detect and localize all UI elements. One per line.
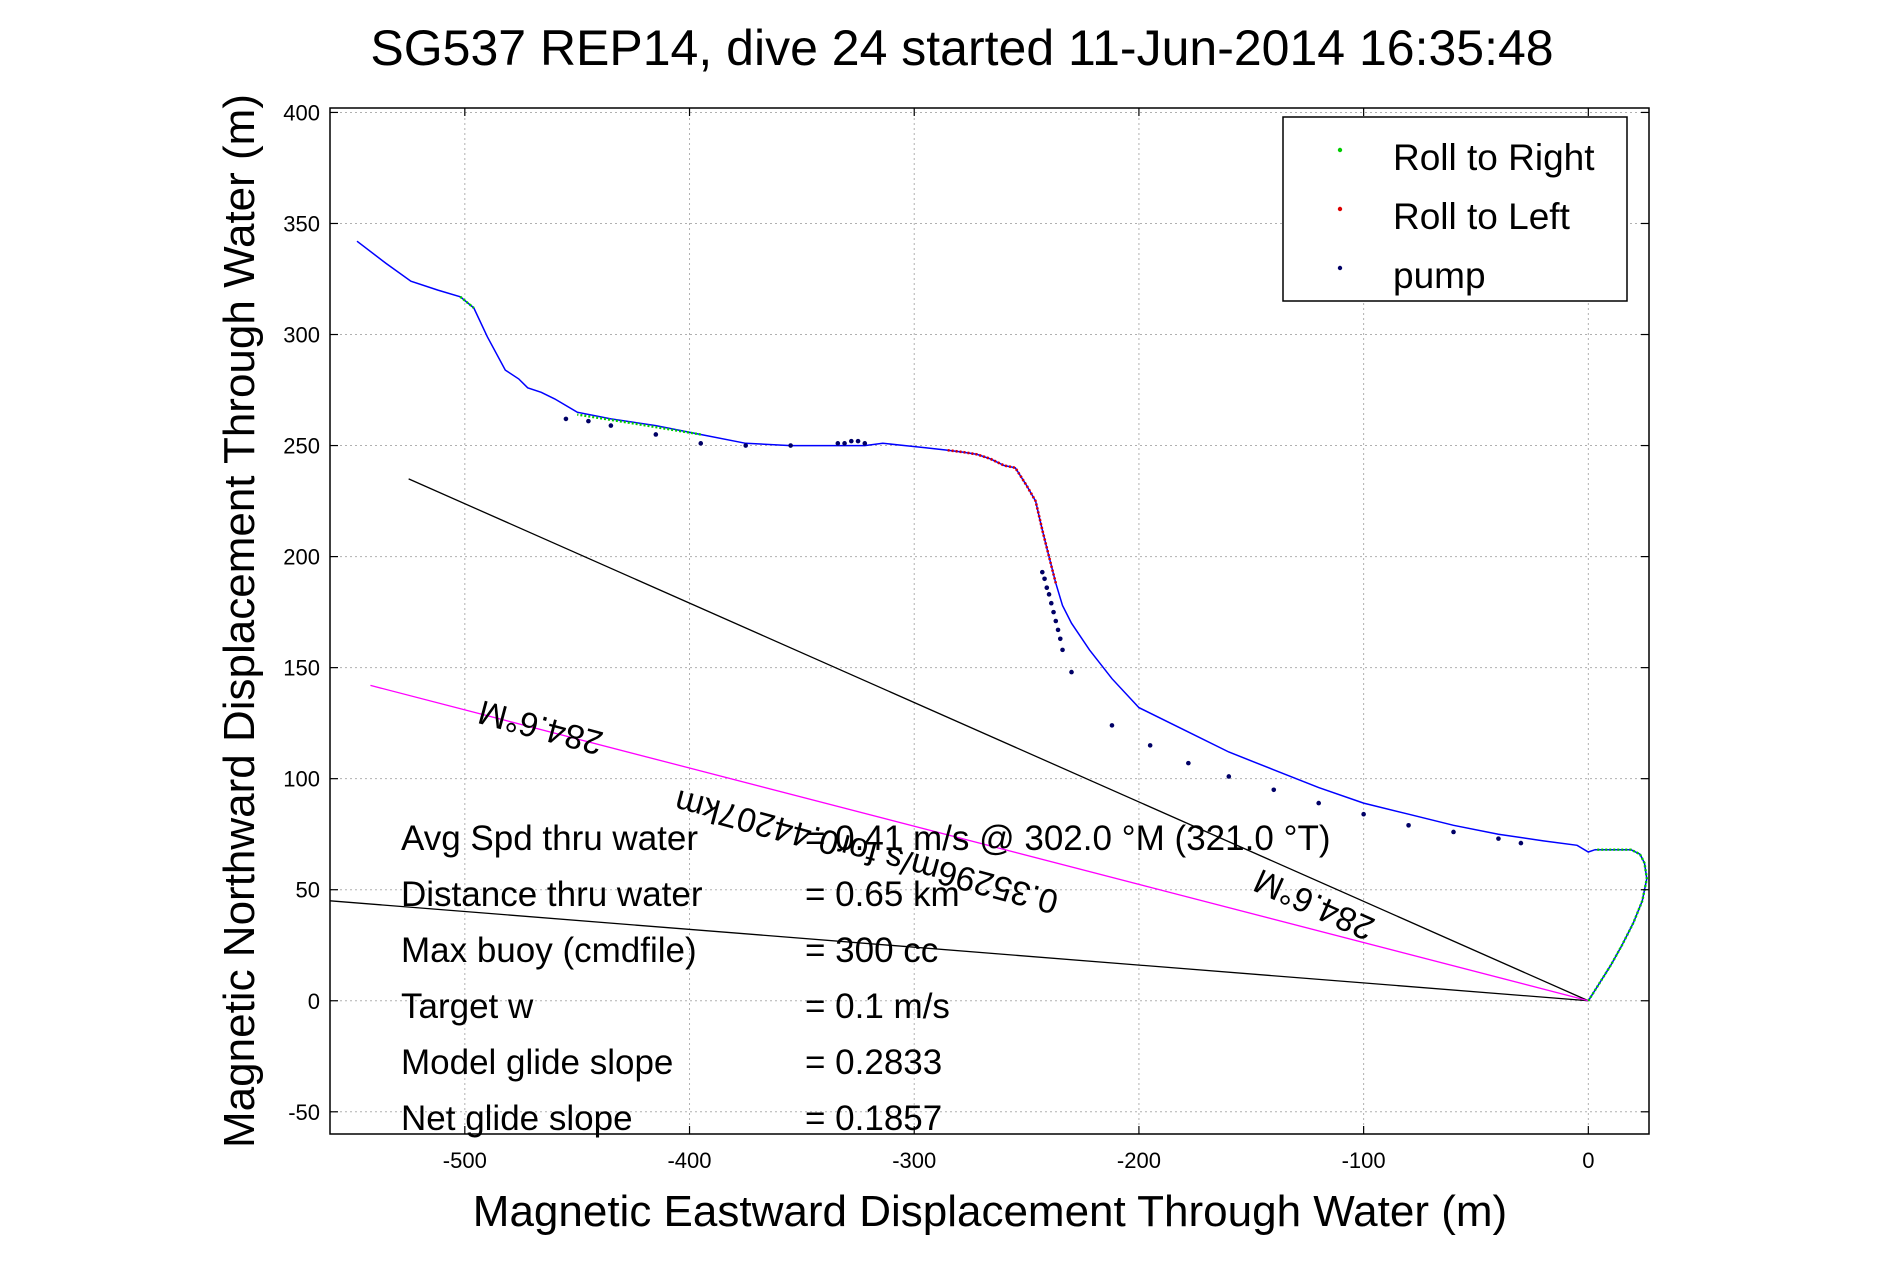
legend-marker-roll-left bbox=[1337, 206, 1343, 212]
y-axis-label: Magnetic Northward Displacement Through … bbox=[215, 94, 264, 1148]
pump-point bbox=[1496, 836, 1501, 841]
pump-point bbox=[586, 418, 591, 424]
pump-point bbox=[1040, 569, 1045, 575]
stat-label: Distance thru water bbox=[401, 875, 703, 914]
pump-point bbox=[653, 432, 659, 437]
y-tick-label: -50 bbox=[288, 1100, 320, 1125]
x-tick-label: -200 bbox=[1117, 1148, 1161, 1173]
x-tick-label: -100 bbox=[1342, 1148, 1386, 1173]
pump-point bbox=[698, 441, 704, 446]
pump-point bbox=[1406, 823, 1411, 828]
stat-value: = 0.1 m/s bbox=[805, 987, 950, 1026]
x-tick-label: 0 bbox=[1582, 1148, 1594, 1173]
y-tick-label: 50 bbox=[296, 878, 320, 903]
y-tick-label: 150 bbox=[283, 656, 320, 681]
y-tick-label: 100 bbox=[283, 767, 320, 792]
x-axis-ticks: -500 -400 -300 -200 -100 0 bbox=[443, 108, 1594, 1173]
pump-point bbox=[1046, 592, 1052, 597]
pump-point bbox=[1147, 743, 1153, 748]
pump-point bbox=[563, 416, 569, 422]
stat-label: Target w bbox=[401, 987, 534, 1026]
pump-point bbox=[1069, 669, 1074, 675]
pump-point bbox=[1053, 618, 1059, 624]
pump-point bbox=[849, 438, 854, 444]
roll-right-segment bbox=[1587, 848, 1649, 1002]
pump-point bbox=[862, 441, 868, 446]
pump-point bbox=[842, 441, 847, 446]
stat-label: Model glide slope bbox=[401, 1043, 673, 1082]
black-reference-line bbox=[329, 900, 1589, 1002]
stat-value: = 300 cc bbox=[805, 931, 938, 970]
roll-left-segment bbox=[945, 448, 1058, 584]
chart-title: SG537 REP14, dive 24 started 11-Jun-2014… bbox=[370, 20, 1553, 76]
y-tick-label: 200 bbox=[283, 545, 320, 570]
legend-marker-pump bbox=[1337, 265, 1343, 271]
pump-point bbox=[1271, 787, 1277, 793]
y-tick-label: 400 bbox=[283, 100, 320, 125]
reference-lines bbox=[329, 478, 1589, 1002]
pump-point bbox=[1186, 760, 1191, 766]
stat-value: = 0.65 km bbox=[805, 875, 960, 914]
roll-right-segment bbox=[459, 295, 475, 309]
stat-value: = 0.2833 bbox=[805, 1043, 942, 1082]
stat-label: Net glide slope bbox=[401, 1099, 633, 1138]
pump-point bbox=[788, 443, 793, 448]
pump-point bbox=[1226, 774, 1232, 779]
y-tick-label: 250 bbox=[283, 434, 320, 459]
magenta-reference-line bbox=[370, 684, 1589, 1002]
legend-label-roll-left: Roll to Left bbox=[1393, 196, 1571, 237]
pump-point bbox=[1361, 811, 1366, 817]
pump-point bbox=[1057, 636, 1063, 642]
pump-point bbox=[1109, 723, 1115, 728]
legend-label-roll-right: Roll to Right bbox=[1393, 137, 1595, 178]
legend-marker-roll-right bbox=[1337, 147, 1343, 153]
dive-stats: Avg Spd thru water = 0.41 m/s @ 302.0 °M … bbox=[401, 819, 1331, 1138]
pump-point bbox=[1048, 600, 1054, 606]
marker-layer bbox=[563, 416, 1524, 846]
roll-right-segment bbox=[577, 413, 701, 436]
pump-point bbox=[855, 438, 861, 444]
stat-label: Avg Spd thru water bbox=[401, 819, 698, 858]
pump-point bbox=[1518, 840, 1524, 846]
y-tick-label: 300 bbox=[283, 323, 320, 348]
pump-point bbox=[1316, 800, 1321, 806]
pump-point bbox=[608, 423, 614, 428]
pump-point bbox=[1451, 829, 1456, 835]
pump-point bbox=[1055, 627, 1061, 633]
stat-label: Max buoy (cmdfile) bbox=[401, 931, 697, 970]
pump-point bbox=[1051, 609, 1056, 615]
stat-value: = 0.1857 bbox=[805, 1099, 942, 1138]
x-tick-label: -500 bbox=[443, 1148, 487, 1173]
y-tick-label: 0 bbox=[308, 989, 320, 1014]
y-tick-label: 350 bbox=[283, 211, 320, 236]
legend-label-pump: pump bbox=[1393, 255, 1486, 296]
stat-value: = 0.41 m/s @ 302.0 °M (321.0 °T) bbox=[805, 819, 1331, 858]
pump-point bbox=[743, 443, 748, 448]
track-layer bbox=[356, 240, 1649, 1002]
pump-point bbox=[1042, 576, 1047, 582]
pump-point bbox=[1060, 647, 1065, 653]
x-tick-label: -400 bbox=[667, 1148, 711, 1173]
plot-border bbox=[329, 107, 1650, 1135]
x-axis-label: Magnetic Eastward Displacement Through W… bbox=[473, 1187, 1507, 1236]
black-reference-line bbox=[408, 478, 1589, 1002]
pump-point bbox=[1044, 585, 1050, 590]
legend: Roll to Right Roll to Left pump bbox=[1282, 116, 1628, 302]
x-tick-label: -300 bbox=[892, 1148, 936, 1173]
pump-point bbox=[835, 441, 841, 446]
y-axis-ticks: -50 0 50 100 150 200 250 300 350 400 bbox=[283, 100, 1649, 1125]
